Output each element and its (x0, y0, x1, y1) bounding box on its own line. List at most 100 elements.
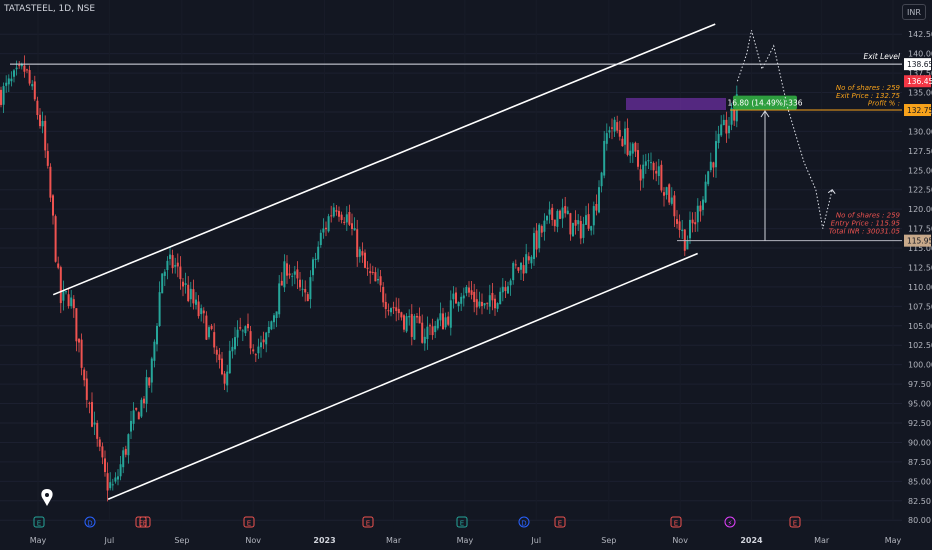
candle-body (629, 150, 632, 156)
candle-body (626, 127, 629, 155)
x-tick-label: May (457, 536, 474, 545)
candle-body (702, 199, 704, 210)
candle-body (455, 292, 457, 304)
candle-body (239, 327, 242, 329)
candle-body (670, 197, 673, 204)
candle-body (696, 205, 699, 223)
candle-body (176, 262, 179, 267)
candle-body (109, 482, 112, 489)
currency-button[interactable]: INR (902, 4, 926, 20)
event-marker[interactable] (670, 516, 682, 528)
event-marker-label: ⚡ (728, 520, 733, 528)
event-marker[interactable] (243, 516, 255, 528)
candle-body (631, 143, 634, 154)
y-tick-label: 130.00 (908, 127, 932, 136)
candle-body (543, 220, 546, 232)
measure-label-bg (733, 95, 797, 110)
location-pin-icon[interactable] (41, 489, 53, 506)
price-label: 115.95 (907, 237, 932, 246)
candle-body (10, 78, 13, 82)
candle-body (616, 122, 619, 131)
candle-body (553, 219, 556, 227)
candle-body (707, 171, 710, 185)
price-label-bg (904, 58, 931, 71)
candle-body (182, 281, 184, 287)
candle-body (249, 331, 252, 349)
event-marker[interactable] (554, 516, 566, 528)
event-marker-label: E (139, 520, 143, 528)
candle-body (410, 314, 413, 337)
channel-upper-line[interactable] (52, 23, 716, 296)
y-tick-label: 140.00 (908, 50, 932, 59)
candle-body (481, 301, 483, 307)
channel-lower-line[interactable] (107, 252, 698, 500)
candle-body (499, 291, 502, 305)
candle-body (507, 286, 509, 294)
candle-body (436, 319, 439, 329)
candle-body (660, 164, 663, 191)
event-marker[interactable] (362, 516, 374, 528)
candle-body (473, 291, 476, 303)
supply-zone[interactable] (626, 97, 726, 111)
event-marker[interactable] (456, 516, 468, 528)
candle-body (317, 246, 320, 260)
candle-body (462, 295, 465, 299)
candle-body (418, 316, 421, 324)
candle-body (395, 307, 398, 311)
candle-body (364, 252, 366, 268)
candle-body (715, 141, 717, 168)
x-tick-label: Mar (814, 536, 830, 545)
y-tick-label: 125.00 (908, 166, 932, 175)
candle-body (275, 311, 278, 319)
candle-body (538, 224, 541, 249)
candle-body (195, 299, 197, 305)
candle-body (15, 67, 18, 70)
entry-note-shares: No of shares : 259 (836, 212, 901, 220)
candle-body (572, 222, 574, 237)
y-tick-label: 92.50 (908, 419, 931, 428)
entry-note-total: Total INR : 30031.05 (829, 227, 901, 235)
candle-body (595, 204, 598, 211)
candle-body (577, 220, 580, 225)
candle-body (426, 326, 429, 339)
event-marker[interactable] (724, 516, 736, 528)
candle-body (655, 171, 658, 174)
event-marker[interactable] (139, 516, 151, 528)
candle-body (197, 301, 200, 317)
candle-body (421, 322, 424, 343)
projection-path[interactable] (736, 30, 833, 229)
candle-body (733, 108, 736, 121)
event-marker[interactable] (84, 516, 96, 528)
candle-body (657, 166, 660, 177)
candle-body (41, 121, 44, 127)
candle-body (166, 260, 169, 271)
candle-body (527, 256, 530, 261)
y-tick-label: 97.50 (908, 380, 931, 389)
candle-body (605, 133, 608, 144)
candle-body (304, 289, 307, 293)
candle-body (28, 70, 31, 84)
candle-body (478, 301, 481, 307)
entry-note-price: Entry Price : 115.95 (831, 219, 901, 227)
price-label-bg (904, 75, 931, 88)
candle-body (7, 78, 10, 85)
candle-body (260, 342, 262, 348)
candle-body (23, 65, 26, 72)
exit-note-price: Exit Price : 132.75 (836, 92, 901, 100)
candle-body (312, 259, 314, 276)
measure-label: 16.80 (14.49%) 336 (727, 99, 802, 108)
x-tick-label: Sep (174, 536, 189, 545)
candle-body (371, 271, 374, 273)
candle-body (663, 192, 665, 196)
candle-body (223, 373, 226, 384)
y-tick-label: 120.00 (908, 205, 932, 214)
event-marker[interactable] (789, 516, 801, 528)
event-marker[interactable] (33, 516, 45, 528)
candle-body (226, 371, 229, 386)
event-marker[interactable] (518, 516, 530, 528)
candle-body (681, 229, 684, 232)
candle-body (205, 315, 208, 340)
candle-body (208, 327, 210, 338)
candle-body (127, 434, 130, 456)
